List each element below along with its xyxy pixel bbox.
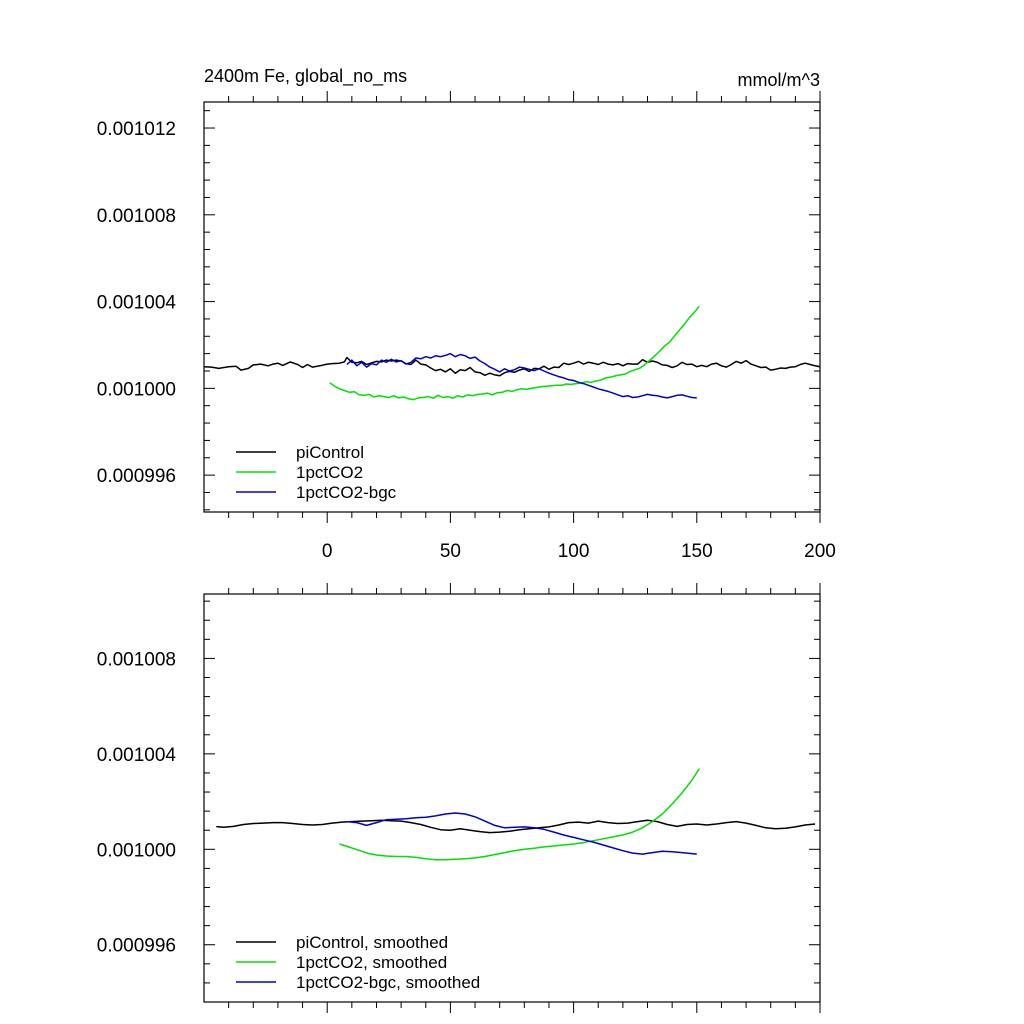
smoothed-panel: 0.000996 0.001000 0.001004 0.001008 piContro… (97, 583, 821, 1013)
x-tick-label: 100 (558, 541, 590, 562)
series-line-1pctCO2-bgc (346, 352, 697, 399)
series-line-piControl (216, 819, 816, 834)
y-tick-label: 0.001012 (97, 119, 176, 140)
x-tick-label: 50 (440, 541, 461, 562)
plot-frame (203, 101, 821, 513)
legend-label: piControl, smoothed (296, 933, 448, 952)
series-line-1pctCO2 (329, 305, 700, 401)
legend-label: 1pctCO2-bgc (296, 483, 397, 502)
x-tick-label: 0 (322, 541, 333, 562)
y-tick-label: 0.001008 (97, 649, 176, 670)
units-label: mmol/m^3 (738, 70, 820, 90)
legend-label: 1pctCO2, smoothed (296, 953, 447, 972)
series-line-1pctCO2-bgc (346, 812, 697, 855)
y-tick-label: 0.000996 (97, 466, 176, 487)
y-tick-label: 0.001004 (97, 745, 177, 766)
legend-label: piControl (296, 443, 364, 462)
chart-title: 2400m Fe, global_no_ms (204, 66, 407, 87)
legend-label: 1pctCO2-bgc, smoothed (296, 973, 480, 992)
y-tick-label: 0.001000 (97, 840, 176, 861)
y-tick-label: 0.001008 (97, 206, 176, 227)
raw-panel: 0 50 100 150 200 0.000996 0.001000 0.001004 0.00… (97, 91, 836, 562)
series-line-piControl (203, 356, 821, 377)
plot-frame (203, 593, 821, 1003)
x-tick-label: 200 (804, 541, 836, 562)
series-line-1pctCO2 (339, 768, 700, 861)
legend-label: 1pctCO2 (296, 463, 363, 482)
x-tick-label: 150 (681, 541, 713, 562)
y-tick-label: 0.001000 (97, 379, 176, 400)
y-tick-label: 0.000996 (97, 936, 176, 957)
y-tick-label: 0.001004 (97, 293, 177, 314)
